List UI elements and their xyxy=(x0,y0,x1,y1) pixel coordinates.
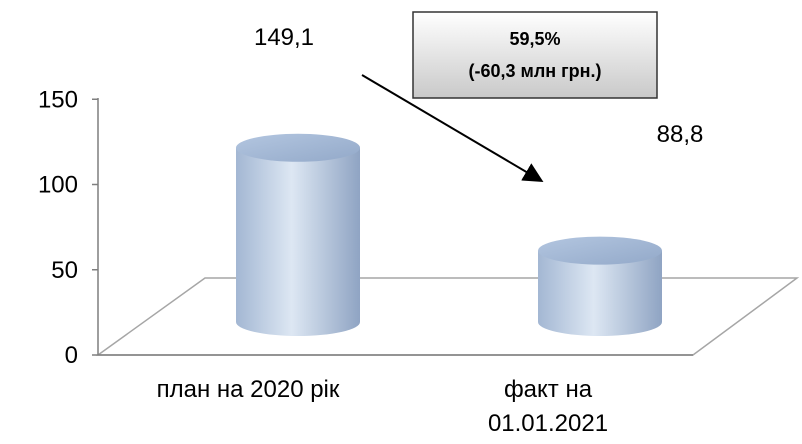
x-tick-label: факт на xyxy=(504,376,593,403)
y-tick-label: 50 xyxy=(51,257,78,284)
y-tick-label: 150 xyxy=(38,86,78,113)
bar-top xyxy=(538,236,662,265)
callout-arrow xyxy=(361,74,544,183)
x-tick-label: 01.01.2021 xyxy=(488,410,608,437)
data-label-2: 88,8 xyxy=(657,121,704,148)
callout-amount: (-60,3 млн грн.) xyxy=(468,61,601,81)
y-tick-label: 100 xyxy=(38,172,78,199)
bar-body xyxy=(538,250,662,336)
chart-floor xyxy=(95,277,800,356)
bar-body xyxy=(236,147,360,336)
callout: 59,5% (-60,3 млн грн.) xyxy=(412,11,658,99)
bar-top xyxy=(236,133,360,162)
callout-percent: 59,5% xyxy=(509,29,560,49)
callout-box xyxy=(412,11,658,99)
x-tick-label: план на 2020 рік xyxy=(157,376,340,403)
bar-2 xyxy=(538,236,662,336)
y-tick-label: 0 xyxy=(65,342,78,369)
data-label-1: 149,1 xyxy=(254,24,314,51)
bar-1 xyxy=(236,133,360,336)
